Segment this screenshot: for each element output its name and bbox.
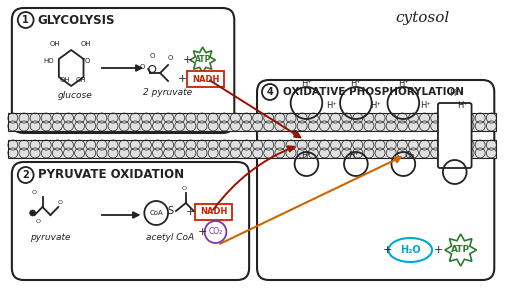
Text: 2 pyruvate: 2 pyruvate: [143, 88, 193, 97]
Text: H⁺: H⁺: [370, 101, 381, 109]
Polygon shape: [445, 234, 477, 266]
Text: pyruvate: pyruvate: [30, 233, 70, 242]
Text: ATP: ATP: [195, 56, 211, 65]
Text: acetyl CoA: acetyl CoA: [146, 233, 195, 242]
Text: O: O: [150, 53, 155, 59]
Bar: [8, 113, 496, 131]
Text: O: O: [167, 55, 173, 61]
Text: +: +: [198, 227, 207, 237]
FancyBboxPatch shape: [438, 103, 472, 168]
Text: CO₂: CO₂: [208, 228, 223, 236]
Text: +: +: [186, 207, 196, 217]
Text: 2: 2: [23, 170, 29, 180]
Text: HO: HO: [44, 58, 54, 64]
Text: OH: OH: [76, 77, 87, 83]
Text: 4: 4: [267, 87, 273, 97]
Circle shape: [30, 210, 36, 216]
Text: +: +: [383, 245, 392, 255]
Text: OH: OH: [50, 41, 60, 47]
Text: S: S: [167, 206, 173, 216]
Text: H⁺: H⁺: [450, 88, 460, 98]
Text: NADH: NADH: [200, 207, 227, 217]
Bar: [8, 140, 496, 158]
Text: O: O: [58, 200, 63, 205]
Text: OH: OH: [81, 41, 92, 47]
Text: O: O: [36, 219, 41, 224]
Text: NADH: NADH: [192, 75, 219, 84]
Text: H₂O: H₂O: [400, 245, 420, 255]
Text: OH: OH: [59, 77, 70, 83]
Text: +: +: [434, 245, 443, 255]
Text: 1: 1: [23, 15, 29, 25]
Text: ATP: ATP: [451, 245, 470, 255]
Text: e⁻: e⁻: [291, 128, 302, 138]
FancyBboxPatch shape: [187, 71, 224, 87]
Text: OXIDATIVE PHOSPHORYLATION: OXIDATIVE PHOSPHORYLATION: [283, 87, 464, 97]
Text: H⁺: H⁺: [420, 101, 431, 109]
Text: H⁺: H⁺: [301, 151, 312, 160]
Text: O₂: O₂: [405, 151, 416, 160]
FancyBboxPatch shape: [195, 204, 232, 220]
Text: H⁺: H⁺: [350, 79, 361, 88]
Text: O: O: [181, 186, 186, 191]
Text: O: O: [85, 58, 91, 64]
Text: H⁺: H⁺: [301, 79, 312, 88]
Text: H⁺: H⁺: [349, 151, 359, 160]
Ellipse shape: [389, 238, 432, 262]
Text: H⁺: H⁺: [398, 79, 409, 88]
Text: cytosol: cytosol: [395, 11, 450, 25]
Text: +: +: [178, 74, 187, 84]
Text: H⁺: H⁺: [457, 101, 468, 109]
Text: CoA: CoA: [150, 210, 163, 216]
Text: H⁺: H⁺: [326, 101, 336, 109]
Text: glucose: glucose: [57, 91, 92, 100]
Text: O: O: [32, 190, 37, 195]
Text: O: O: [140, 64, 145, 70]
Polygon shape: [190, 47, 216, 73]
Text: GLYCOLYSIS: GLYCOLYSIS: [37, 14, 115, 26]
Text: PYRUVATE OXIDATION: PYRUVATE OXIDATION: [37, 168, 184, 181]
Text: +: +: [183, 55, 193, 65]
